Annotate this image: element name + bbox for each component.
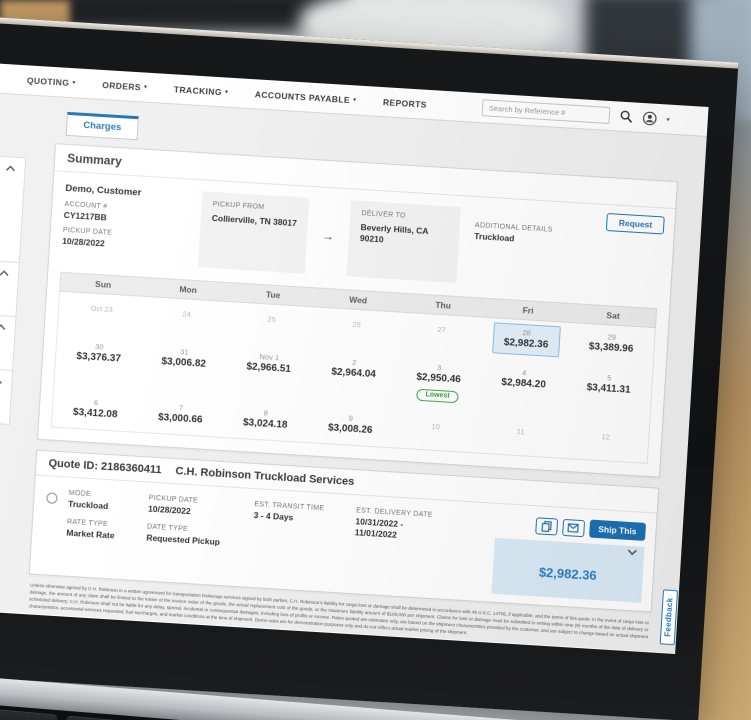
caret-down-icon: ▾ — [72, 80, 76, 87]
calendar-day[interactable]: 7 $3,000.66 — [157, 403, 203, 426]
quote-body: MODE Truckload RATE TYPE Market Rate PIC… — [30, 476, 657, 612]
copy-document-button[interactable] — [534, 516, 558, 536]
nav-item-orders[interactable]: ORDERS ▾ — [102, 79, 147, 92]
accordion-section — [0, 365, 14, 425]
quote-col-delivery: EST. DELIVERY DATE 10/31/2022 - 11/01/20… — [352, 507, 433, 586]
quote-card: Quote ID: 2186360411 C.H. Robinson Truck… — [28, 449, 660, 613]
deliver-to-box: DELIVER TO Beverly Hills, CA 90210 — [346, 200, 462, 283]
calendar-day[interactable]: 2 $2,964.04 — [331, 357, 377, 381]
accordion-section — [0, 151, 27, 264]
email-button[interactable] — [561, 518, 585, 537]
main-column: Charges Summary Demo, Customer ACCOUNT #… — [0, 96, 707, 653]
request-button[interactable]: Request — [606, 213, 665, 235]
quote-price-panel: $2,982.36 — [491, 537, 645, 603]
page-content: Charges Summary Demo, Customer ACCOUNT #… — [0, 89, 707, 653]
laptop-screen: QUOTING ▾ ORDERS ▾ TRACKING ▾ ACCOUNTS P… — [0, 60, 709, 654]
quote-total: $2,982.36 — [538, 564, 598, 584]
deliver-to-label: DELIVER TO — [361, 210, 406, 220]
lowest-badge: Lowest — [416, 388, 459, 404]
nav-item-label: ACCOUNTS PAYABLE — [254, 88, 351, 105]
tab-charges[interactable]: Charges — [65, 111, 139, 141]
calendar-day: 25 — [267, 314, 277, 324]
calendar-day: 11 — [516, 426, 525, 437]
nav-item-label: TRACKING — [173, 83, 223, 97]
mode-label: MODE — [68, 489, 92, 499]
profile-menu-button[interactable] — [642, 111, 657, 126]
caret-down-icon: ▾ — [666, 115, 670, 124]
calendar-day: 12 — [601, 432, 611, 442]
chevron-down-icon[interactable] — [627, 549, 637, 556]
document-copy-icon — [541, 520, 552, 532]
calendar-day-selected[interactable]: 28 $2,982.36 — [482, 318, 569, 364]
quote-col-transit: EST. TRANSIT TIME 3 - 4 Days — [250, 501, 324, 579]
customer-name: Demo, Customer — [65, 182, 142, 199]
nav-item-label: ORDERS — [101, 79, 142, 92]
additional-details-value: Truckload — [473, 230, 515, 244]
envelope-icon — [567, 522, 580, 533]
chevron-up-icon[interactable] — [0, 324, 6, 331]
quote-col-dates: PICKUP DATE 10/28/2022 DATE TYPE Request… — [145, 495, 223, 573]
calendar-day: 26 — [352, 319, 362, 330]
calendar-day[interactable]: 6 $3,412.08 — [72, 398, 118, 421]
calendar-day: 24 — [182, 309, 192, 319]
arrow-right-icon: → — [321, 228, 335, 244]
user-icon — [642, 111, 657, 125]
search-button[interactable] — [619, 110, 633, 124]
search-input[interactable] — [481, 99, 611, 124]
date-type-value: Requested Pickup — [146, 532, 221, 548]
ship-this-button[interactable]: Ship This — [588, 519, 647, 541]
chevron-up-icon[interactable] — [0, 270, 9, 277]
accordion-section — [0, 311, 17, 372]
pickup-from-box: PICKUP FROM Collierville, TN 38017 — [197, 191, 310, 274]
chevron-up-icon[interactable] — [0, 378, 3, 385]
quote-carrier: C.H. Robinson Truckload Services — [175, 465, 355, 489]
nav-item-label: QUOTING — [26, 74, 70, 88]
nav-item-tracking[interactable]: TRACKING ▾ — [174, 84, 229, 97]
pickup-from-value: Collierville, TN 38017 — [211, 212, 298, 229]
caret-down-icon: ▾ — [352, 97, 357, 104]
calendar-day[interactable]: Nov 1 $2,966.51 — [246, 352, 292, 375]
deliver-to-value: Beverly Hills, CA 90210 — [359, 222, 429, 245]
calendar-day: 10 — [431, 421, 441, 432]
chevron-up-icon[interactable] — [5, 165, 15, 172]
calendar-day[interactable]: 5 $3,411.31 — [586, 373, 631, 396]
customer-block: Demo, Customer ACCOUNT # CY1217BB PICKUP… — [61, 183, 187, 266]
calendar-day[interactable]: 4 $2,984.20 — [501, 368, 547, 391]
nav-item-quoting[interactable]: QUOTING ▾ — [27, 75, 76, 88]
additional-details-block: ADDITIONAL DETAILS Truckload — [471, 208, 553, 289]
quote-pickup-date-value: 10/28/2022 — [147, 503, 191, 517]
calendar-day[interactable]: 29 $3,389.96 — [588, 332, 634, 355]
caret-down-icon: ▾ — [143, 84, 148, 91]
quote-radio-button[interactable] — [46, 492, 58, 504]
quote-col-mode: MODE Truckload RATE TYPE Market Rate — [64, 490, 117, 567]
nav-item-accounts-payable[interactable]: ACCOUNTS PAYABLE ▾ — [255, 89, 357, 105]
calendar-day[interactable]: 9 $3,008.26 — [327, 413, 373, 437]
nav-item-label: REPORTS — [382, 96, 428, 110]
summary-card: Summary Demo, Customer ACCOUNT # CY1217B… — [37, 143, 678, 478]
top-navigation-bar: QUOTING ▾ ORDERS ▾ TRACKING ▾ ACCOUNTS P… — [0, 60, 709, 137]
calendar-day[interactable]: 30 $3,376.37 — [76, 342, 122, 365]
quote-id: Quote ID: 2186360411 — [48, 457, 162, 477]
accordion-section — [0, 257, 20, 318]
calendar-day-lowest[interactable]: 3 $2,950.46 Lowest — [394, 353, 482, 414]
calendar-day: 27 — [437, 324, 447, 335]
search-icon — [620, 110, 632, 123]
pickup-from-label: PICKUP FROM — [212, 200, 265, 212]
quote-actions: Ship This — [534, 516, 647, 541]
calendar-day: Oct 23 — [90, 303, 113, 315]
transit-value: 3 - 4 Days — [253, 510, 294, 523]
calendar-day[interactable]: 31 $3,006.82 — [161, 347, 207, 370]
delivery-value: 10/31/2022 - 11/01/2022 — [354, 516, 404, 540]
topbar-right-cluster: ▾ — [481, 99, 670, 127]
calendar-day[interactable]: 8 $3,024.18 — [242, 408, 288, 431]
mode-value: Truckload — [67, 498, 109, 512]
nav-item-reports[interactable]: REPORTS — [383, 97, 427, 110]
rate-type-value: Market Rate — [66, 527, 115, 541]
left-accordion-panel — [0, 90, 30, 612]
caret-down-icon: ▾ — [224, 89, 229, 96]
